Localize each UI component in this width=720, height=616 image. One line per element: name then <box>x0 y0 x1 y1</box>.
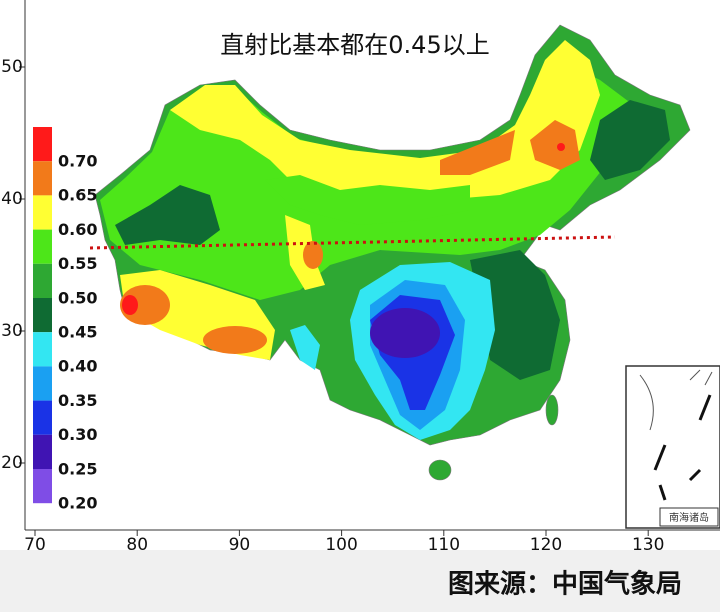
legend-label: 0.50 <box>58 288 97 307</box>
region-orange-mid <box>303 241 323 269</box>
region-darkgreen-nw <box>115 185 220 245</box>
region-red-ne <box>557 143 565 151</box>
region-darkgreen-ne <box>590 100 670 180</box>
taiwan <box>545 394 559 426</box>
legend-swatch <box>33 400 52 435</box>
y-tick-label: 50 <box>1 57 23 77</box>
source: 图来源：中国气象局 <box>448 569 682 600</box>
region-darkgreen-se <box>470 250 560 380</box>
x-tick-label: 80 <box>126 535 148 555</box>
legend-swatch <box>33 195 52 230</box>
x-tick-label: 120 <box>530 535 562 555</box>
region-orange-n <box>440 130 515 175</box>
legend-label: 0.60 <box>58 220 97 239</box>
legend-label: 0.30 <box>58 425 97 444</box>
inset <box>625 365 720 529</box>
legend-label: 0.65 <box>58 186 97 205</box>
legend-label: 0.35 <box>58 391 97 410</box>
region-darkblue <box>370 308 440 358</box>
x-tick-label: 90 <box>229 535 251 555</box>
legend-swatch <box>33 332 52 367</box>
legend-swatch <box>33 127 52 162</box>
region-green-2 <box>265 175 470 225</box>
footer-band <box>0 550 720 612</box>
legend-label: 0.40 <box>58 357 97 376</box>
legend-swatch <box>33 229 52 264</box>
y-tick-label: 30 <box>1 321 23 341</box>
region-orange-ne <box>530 120 580 170</box>
x-tick-label: 110 <box>428 535 460 555</box>
legend-swatch <box>33 298 52 333</box>
legend-label: 0.70 <box>58 152 97 171</box>
y-tick-label: 40 <box>1 189 23 209</box>
legend-swatch <box>33 161 52 196</box>
legend-swatch <box>33 263 52 298</box>
hainan <box>428 459 452 481</box>
title: 直射比基本都在0.45以上 <box>220 31 489 59</box>
y-tick-label: 20 <box>1 453 23 473</box>
x-tick-label: 100 <box>325 535 357 555</box>
x-tick-label: 70 <box>24 535 46 555</box>
china-map <box>89 24 691 481</box>
legend-label: 0.45 <box>58 323 97 342</box>
legend-label: 0.25 <box>58 459 97 478</box>
inset-label: 南海诸岛 <box>669 511 709 524</box>
legend-swatch <box>33 366 52 401</box>
legend-swatch <box>33 434 52 469</box>
region-orange-tibet-w <box>120 285 170 325</box>
legend-label: 0.20 <box>58 494 97 513</box>
x-tick-label: 130 <box>632 535 664 555</box>
region-red-tibet <box>122 295 138 315</box>
legend-label: 0.55 <box>58 254 97 273</box>
region-cyan-sw <box>290 325 320 370</box>
legend-swatch <box>33 469 52 504</box>
region-orange-tibet-e <box>203 326 267 354</box>
